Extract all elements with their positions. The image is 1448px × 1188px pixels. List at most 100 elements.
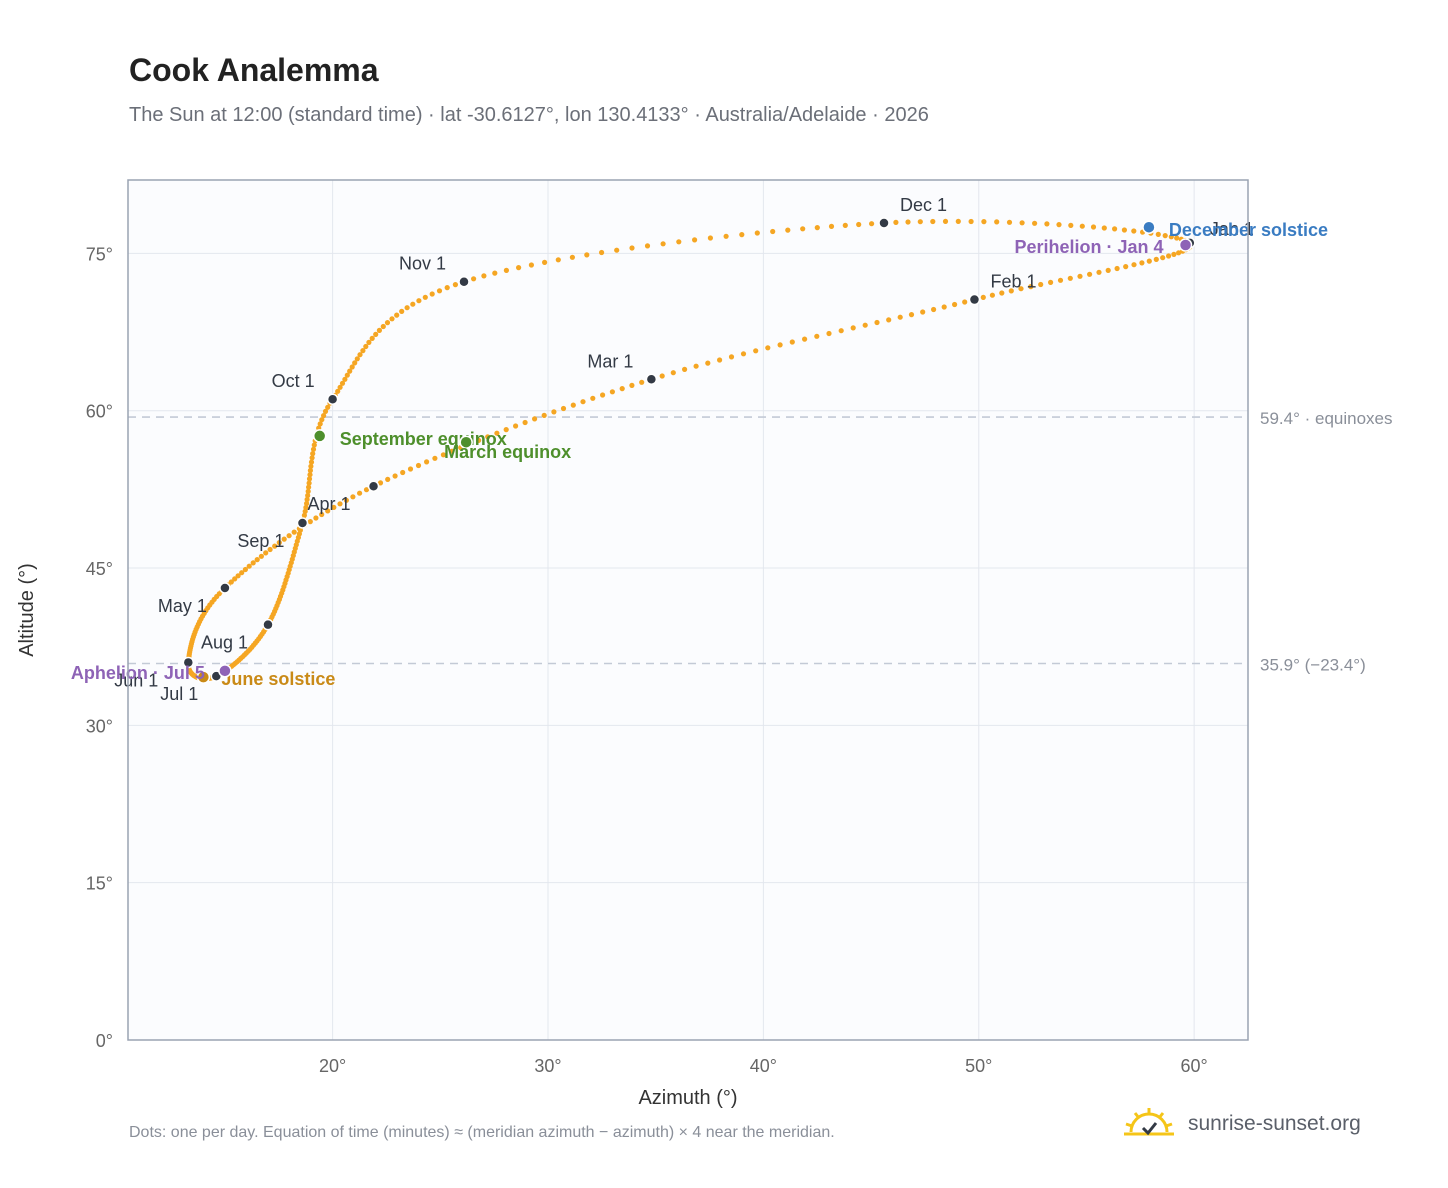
day-dot (1008, 288, 1014, 294)
day-dot (639, 379, 645, 385)
day-dot (600, 392, 606, 398)
day-dot (404, 305, 410, 311)
day-dot (342, 376, 348, 382)
day-dot (232, 576, 238, 582)
day-dot (905, 219, 911, 225)
day-dot (800, 226, 806, 232)
month-label: Dec 1 (900, 195, 947, 215)
day-dot (569, 254, 576, 260)
day-dot (814, 225, 820, 231)
month-label: Jan 1 (1210, 219, 1254, 239)
day-dot (343, 497, 349, 503)
day-dot (503, 427, 509, 433)
day-dot (311, 442, 317, 448)
day-dot (335, 388, 341, 394)
day-dot (399, 308, 405, 314)
y-axis-label: Altitude (°) (16, 563, 38, 657)
day-dot (952, 301, 958, 308)
day-dot (1090, 224, 1097, 230)
day-dot (917, 219, 923, 225)
day-dot (1019, 220, 1025, 226)
day-dot (1096, 269, 1102, 275)
day-dot (242, 566, 248, 573)
month-marker (219, 582, 231, 594)
day-dot (1123, 264, 1129, 270)
day-dot (886, 317, 892, 323)
month-marker (182, 656, 195, 669)
day-dot (802, 336, 808, 342)
day-dot (1146, 258, 1152, 264)
day-dot (363, 343, 369, 350)
event-marker (1178, 238, 1193, 252)
event-marker (218, 664, 232, 678)
day-dot (1077, 273, 1083, 279)
day-dot (305, 488, 311, 494)
day-dot (590, 395, 596, 401)
day-dot (528, 262, 535, 268)
day-dot (309, 455, 315, 461)
day-dot (999, 290, 1005, 296)
day-dot (1067, 275, 1073, 281)
day-dot (267, 546, 273, 553)
day-dot (258, 553, 264, 559)
footnote: Dots: one per day. Equation of time (min… (129, 1124, 835, 1141)
day-dot (305, 492, 311, 499)
month-label: Sep 1 (237, 531, 284, 551)
day-dot (980, 294, 986, 300)
day-dot (1174, 235, 1180, 241)
y-tick-label: 60° (86, 402, 113, 422)
day-dot (263, 550, 269, 556)
x-tick-label: 20° (319, 1056, 346, 1076)
day-dot (676, 239, 682, 245)
day-dot (856, 221, 862, 228)
y-tick-label: 0° (96, 1031, 113, 1051)
day-dot (307, 519, 313, 525)
day-dot (717, 357, 723, 363)
day-dot (893, 219, 899, 225)
x-axis-label: Azimuth (°) (638, 1087, 737, 1109)
day-dot (955, 218, 961, 224)
event-label: Perihelion · Jan 4 (1014, 237, 1163, 257)
day-dot (1038, 281, 1044, 288)
day-dot (897, 314, 903, 320)
day-dot (308, 459, 315, 465)
day-dot (360, 348, 366, 354)
month-marker (878, 217, 890, 229)
day-dot (436, 288, 443, 294)
day-dot (440, 452, 446, 458)
day-dot (660, 241, 666, 247)
day-dot (869, 221, 875, 227)
day-dot (317, 421, 323, 427)
x-tick-label: 40° (750, 1056, 777, 1076)
day-dot (1153, 256, 1159, 262)
day-dot (307, 467, 313, 474)
day-dot (570, 402, 576, 408)
day-dot (1160, 255, 1166, 261)
day-dot (599, 249, 605, 256)
day-dot (424, 459, 430, 465)
day-dot (376, 327, 382, 333)
day-dot (753, 348, 759, 354)
day-dot (354, 356, 360, 362)
day-dot (239, 570, 245, 576)
brand[interactable]: sunrise-sunset.org (1122, 1104, 1361, 1144)
day-dot (366, 339, 372, 345)
day-dot (513, 423, 519, 429)
day-dot (302, 508, 308, 514)
day-dot (1176, 250, 1182, 256)
day-dot (789, 339, 795, 345)
y-tick-label: 30° (86, 716, 113, 736)
event-marker (1142, 220, 1156, 234)
day-dot (723, 233, 729, 239)
day-dot (609, 389, 616, 395)
sunrise-logo-icon (1124, 1108, 1174, 1136)
plot-frame (127, 179, 1249, 1041)
day-dot (432, 455, 438, 461)
day-dot (1079, 223, 1085, 229)
day-dot (532, 416, 538, 422)
day-dot (842, 222, 848, 228)
day-dot (481, 273, 487, 279)
day-dot (1171, 251, 1177, 257)
